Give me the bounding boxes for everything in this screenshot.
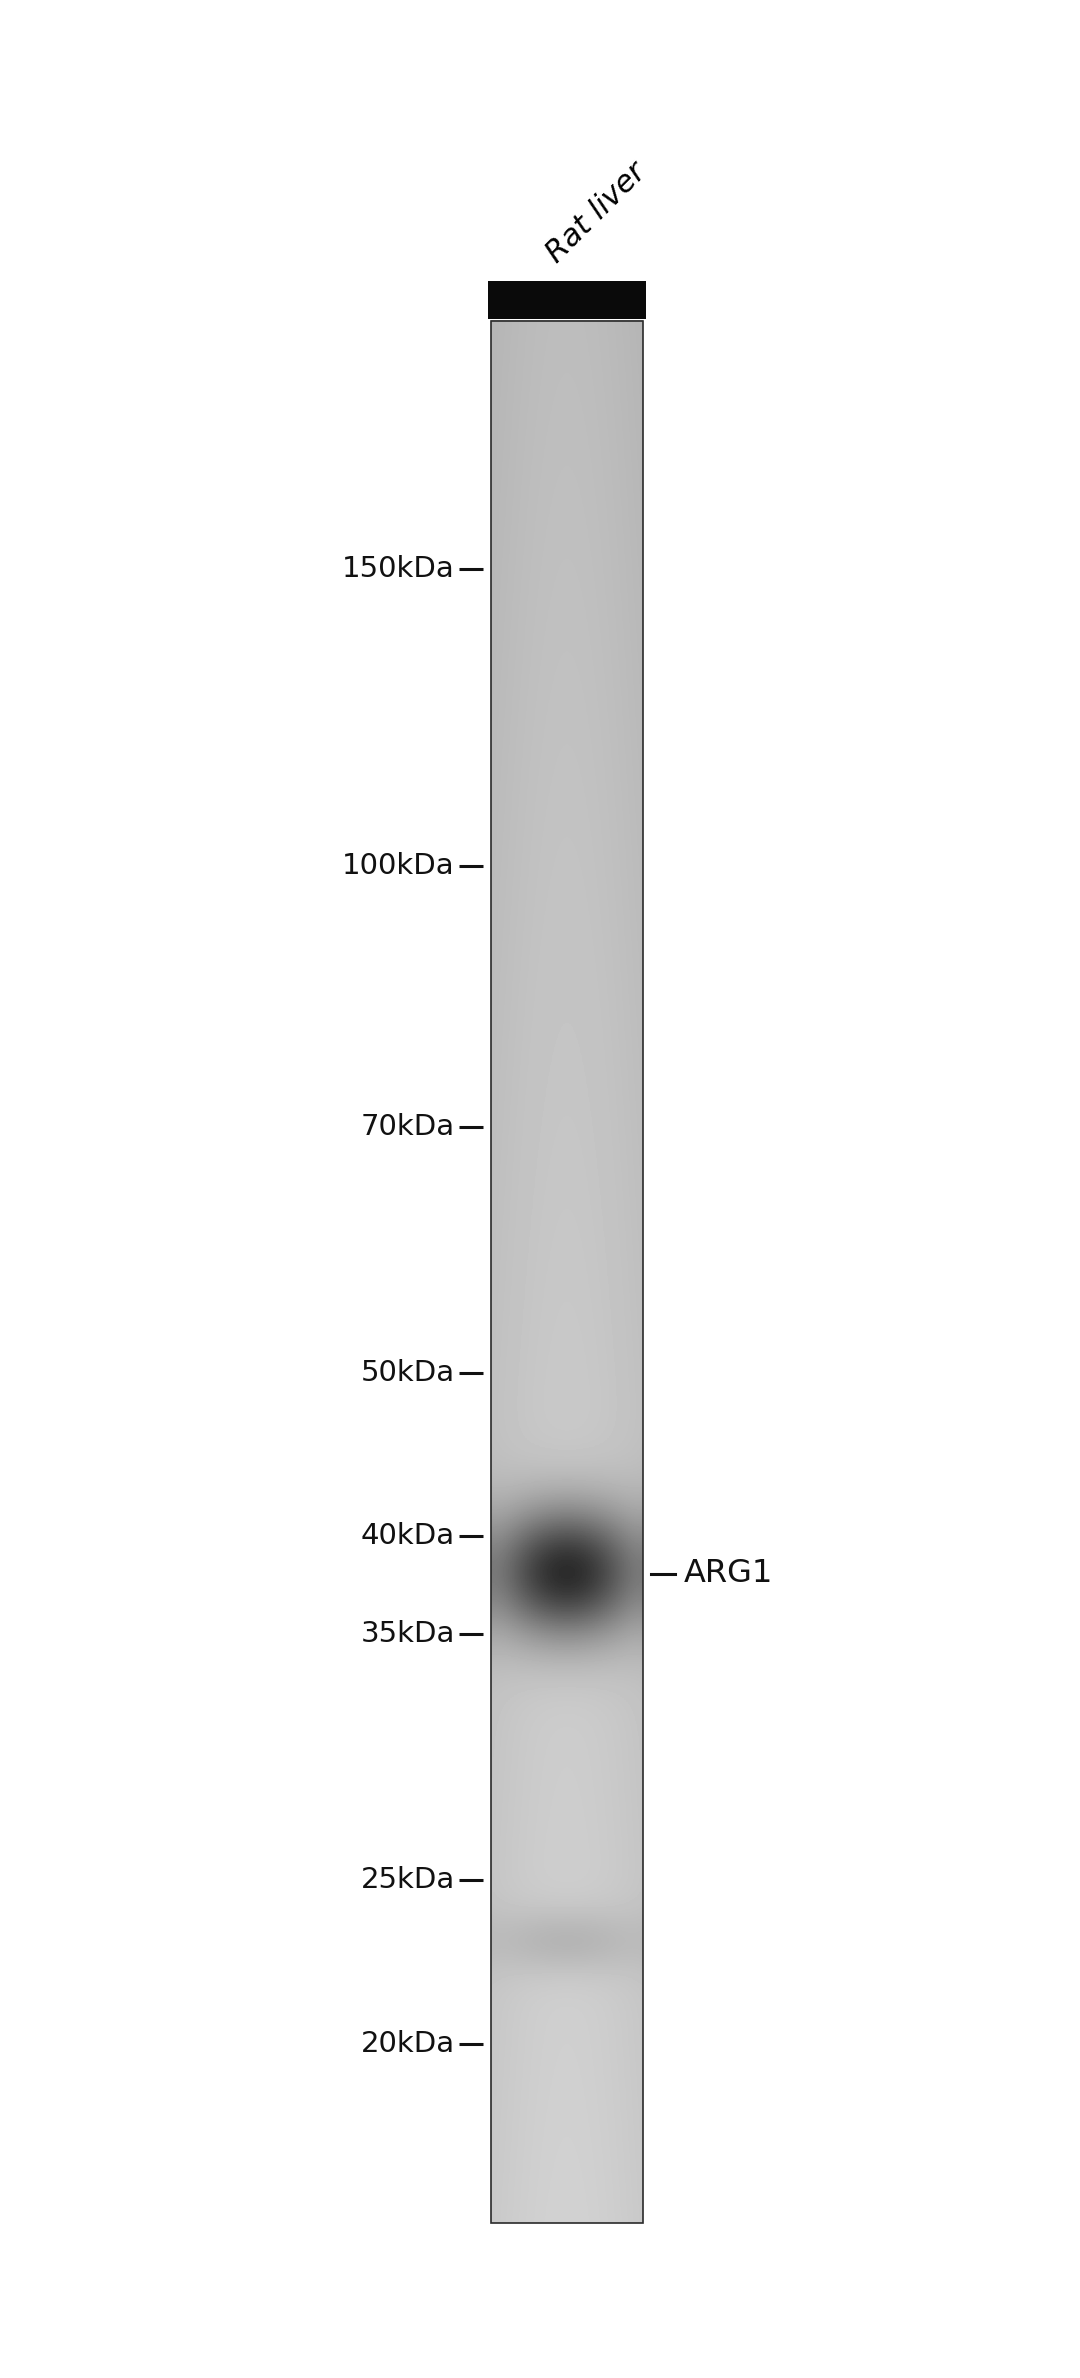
Bar — [491, 321, 643, 2223]
Text: 100kDa: 100kDa — [342, 851, 455, 880]
Text: Rat liver: Rat liver — [541, 157, 652, 269]
Text: 150kDa: 150kDa — [342, 556, 455, 583]
Text: 50kDa: 50kDa — [361, 1360, 455, 1386]
Text: 40kDa: 40kDa — [361, 1522, 455, 1550]
Text: 35kDa: 35kDa — [361, 1619, 455, 1648]
Text: 70kDa: 70kDa — [361, 1113, 455, 1141]
Bar — [488, 281, 646, 319]
Text: ARG1: ARG1 — [684, 1558, 773, 1589]
Text: 25kDa: 25kDa — [361, 1867, 455, 1895]
Text: 20kDa: 20kDa — [361, 2031, 455, 2057]
